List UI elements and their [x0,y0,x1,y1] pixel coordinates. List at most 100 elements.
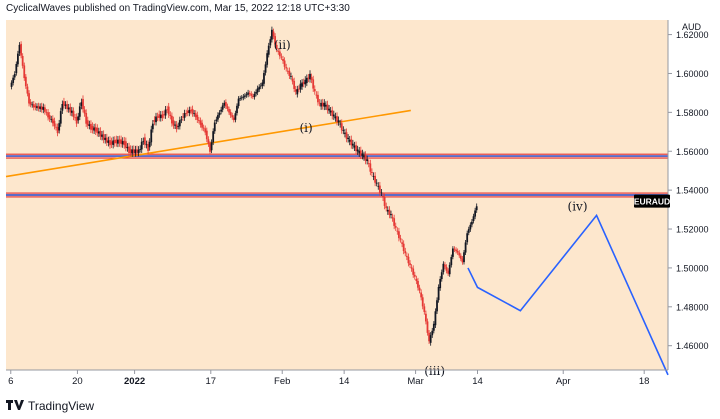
candle-body [291,78,294,82]
candle-body [205,130,208,140]
candle-body [72,110,75,117]
candle-body [331,110,334,117]
candle-body [453,248,456,250]
candle-body [312,79,315,89]
wave-label: (ii) [274,38,291,52]
candle-body [88,124,91,126]
candle-body [112,140,115,145]
candle-body [48,115,51,120]
candle-body [180,119,183,121]
candle-body [398,231,400,239]
candle-body [304,79,307,85]
candle-body [324,104,327,107]
candle-body [23,65,26,79]
candle-body [464,242,467,253]
candle-body [74,117,76,119]
candle-body [212,131,215,143]
candle-body [93,127,96,131]
candle-body [428,332,430,342]
candle-body [137,149,140,154]
candle-body [12,77,15,83]
wave-projection-path[interactable] [467,213,669,376]
candle-body [56,126,59,134]
candle-body [469,224,472,230]
candle-body [340,123,343,131]
y-tick-label: 1.62000 [676,30,709,40]
candle-body [285,67,288,69]
candle-body [51,118,54,124]
candle-body [451,248,454,257]
footer-brand-text: TradingView [28,399,95,413]
candle-body [242,96,245,98]
candle-body [459,255,462,259]
candle-body [126,146,129,149]
candle-body [166,109,169,111]
candle-body [275,44,278,50]
candle-body [148,141,151,148]
candle-body [124,141,127,148]
candle-body [237,98,240,107]
candle-body [174,124,176,126]
candle-body [86,120,89,126]
candle-body [217,115,219,120]
candle-body [61,104,64,111]
candle-body [425,313,427,322]
candle-body [224,102,227,107]
candle-body [402,243,405,252]
candle-body [78,106,81,117]
symbol-tag[interactable]: EURAUD [634,194,670,208]
y-tick-label: 1.52000 [676,225,709,235]
candle-body [169,114,172,117]
candle-body [244,95,246,97]
y-tick-label: 1.60000 [676,69,709,79]
candle-body [350,139,353,146]
candle-body [366,159,369,162]
candle-body [440,272,443,280]
candle-body [142,141,145,143]
candle-body [201,122,203,128]
candle-body [29,101,32,105]
candle-body [293,81,296,89]
candle-body [455,249,457,252]
candle-body [274,36,276,45]
candle-body [318,102,321,104]
candles-layer [10,26,478,346]
candle-body [91,126,94,131]
candle-body [167,106,170,115]
candle-body [447,270,450,274]
candle-body [371,172,373,173]
candle-body [310,77,313,80]
candle-body [471,221,473,225]
candle-body [251,96,254,97]
candle-body [264,64,267,73]
candle-body [280,56,283,58]
candle-body [355,145,357,152]
candle-body [128,146,130,153]
y-tick-label: 1.48000 [676,302,709,312]
candle-body [77,116,80,121]
candle-body [42,107,45,110]
candle-body [390,214,392,216]
candle-body [213,122,216,132]
candle-body [82,98,84,110]
candle-body [321,102,324,107]
candle-body [374,175,377,183]
footer-brand[interactable]: TradingView [6,399,94,413]
candle-body [94,127,97,132]
wave-labels: (i) (ii) (iii) (iv) [274,38,588,378]
candle-body [434,311,437,326]
candle-body [156,116,159,118]
projection-layer [467,213,669,376]
candle-body [396,230,399,232]
candle-body [90,123,92,130]
x-tick-label: Apr [556,376,571,387]
candle-body [55,126,57,128]
candle-body [28,93,30,104]
currency-label: AUD [682,22,702,32]
candle-body [170,115,173,124]
candle-body [10,82,13,87]
candle-body [286,70,289,72]
candle-body [158,114,161,118]
candle-body [102,134,105,140]
